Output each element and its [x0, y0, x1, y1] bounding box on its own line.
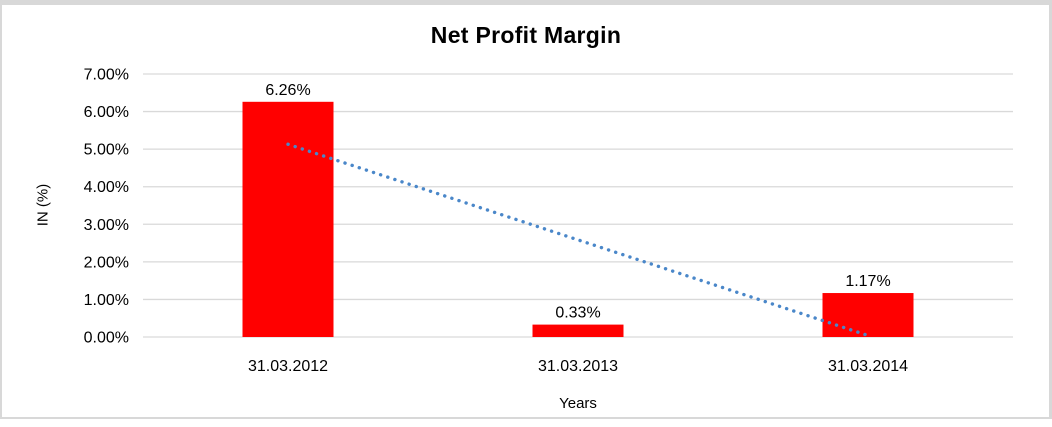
chart-title: Net Profit Margin: [430, 22, 622, 48]
bar-31.03.2013: [532, 324, 624, 337]
trendline: [286, 142, 870, 338]
y-tick-label: 4.00%: [84, 179, 129, 196]
data-label: 1.17%: [845, 273, 890, 290]
y-tick-label: 0.00%: [84, 330, 129, 347]
y-tick-label: 6.00%: [84, 104, 129, 121]
x-tick-label: 31.03.2013: [538, 358, 618, 375]
x-tick-label: 31.03.2014: [828, 358, 908, 375]
x-tick-label: 31.03.2012: [248, 358, 328, 375]
data-label: 0.33%: [555, 305, 600, 322]
data-label: 6.26%: [265, 82, 310, 99]
y-tick-label: 5.00%: [84, 142, 129, 159]
y-tick-label: 3.00%: [84, 217, 129, 234]
x-axis-title: Years: [559, 395, 597, 412]
y-tick-label: 2.00%: [84, 254, 129, 271]
bar-31.03.2014: [822, 293, 914, 337]
y-tick-label: 1.00%: [84, 292, 129, 309]
y-tick-label: 7.00%: [84, 67, 129, 84]
bar-31.03.2012: [242, 101, 334, 337]
